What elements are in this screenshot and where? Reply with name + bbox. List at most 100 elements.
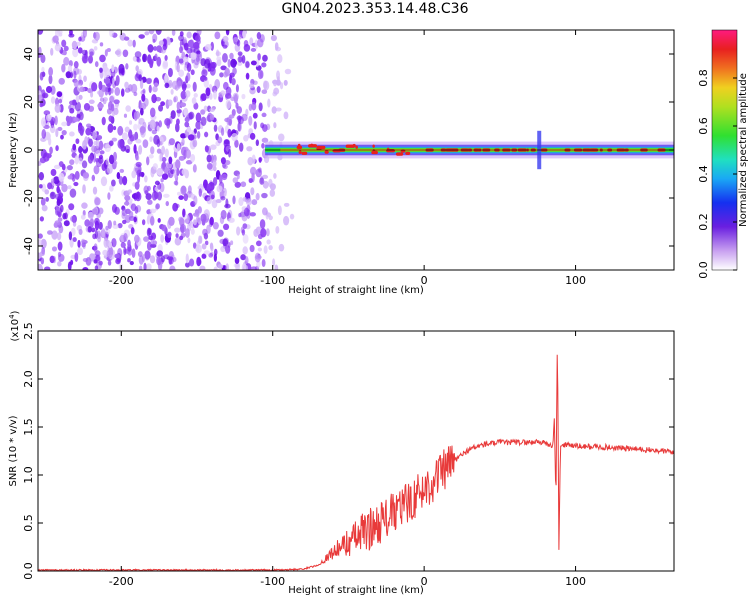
spectrogram-noise-cell — [150, 146, 155, 155]
spectrogram-noise-cell — [91, 227, 96, 233]
spectrogram-noise-cell — [220, 196, 226, 201]
spectrogram-noise-cell — [261, 143, 265, 149]
spectrogram-noise-cell — [57, 92, 62, 97]
spectrogram-y-tick-label: -20 — [22, 189, 35, 207]
spectrogram-noise-cell — [222, 223, 230, 231]
spectrogram-noise-cell — [135, 155, 140, 161]
spectrogram-noise-cell — [146, 241, 152, 251]
spectrogram-noise-cell — [130, 227, 135, 235]
spectrogram-noise-cell — [180, 102, 187, 108]
spectrogram-noise-cell — [166, 118, 171, 129]
spectrogram-noise-cell — [40, 197, 46, 206]
spectrogram-noise-cell — [114, 87, 121, 96]
spectrogram-noise-cell — [185, 262, 190, 268]
spectrogram-noise-cell — [243, 135, 249, 142]
spectrogram-noise-cell — [118, 175, 124, 185]
spectrogram-noise-cell — [142, 139, 149, 148]
spectrogram-noise-cell — [48, 137, 52, 146]
spectrogram-noise-cell — [103, 238, 109, 248]
spectrogram-noise-cell — [145, 263, 152, 270]
spectrogram-noise-cell — [279, 82, 284, 90]
spectrogram-noise-cell — [220, 245, 226, 253]
signal-peak-cell — [297, 143, 301, 148]
spectrogram-noise-cell — [202, 228, 208, 236]
spectrogram-noise-cell — [254, 252, 261, 263]
spectrogram-noise-cell — [98, 260, 103, 266]
spectrogram-y-ticks: 40 20 0 -20 -40 — [22, 47, 674, 255]
spectrogram-noise-cell — [69, 131, 75, 137]
spectrogram-noise-cell — [179, 46, 183, 54]
spectrogram-noise-cell — [204, 145, 209, 153]
spectrogram-noise-cell — [75, 138, 80, 145]
spectrogram-noise-cell — [61, 183, 68, 193]
spectrogram-noise-cell — [255, 139, 259, 147]
spectrogram-noise-cell — [61, 121, 68, 127]
spectrogram-noise-cell — [185, 253, 189, 264]
spectrogram-noise-cell — [217, 136, 223, 144]
spectrogram-noise-cell — [234, 181, 241, 188]
spectrogram-noise-cell — [39, 216, 44, 222]
spectrogram-noise-cell — [195, 112, 202, 123]
snr-x-tick-label: 0 — [421, 575, 428, 588]
spectrogram-noise-cell — [94, 31, 100, 41]
spectrogram-noise-cell — [75, 95, 80, 103]
spectrogram-noise-cell — [176, 191, 182, 196]
spectrogram-noise-cell — [124, 195, 131, 201]
spectrogram-noise-cell — [112, 223, 119, 230]
spectrogram-noise-cell — [219, 72, 224, 78]
colorbar-ticks: 0.0 0.2 0.4 0.6 0.8 — [697, 69, 737, 279]
spectrogram-noise-cell — [92, 186, 98, 195]
spectrogram-noise-cell — [65, 71, 72, 79]
spectrogram-noise-cell — [268, 245, 273, 251]
spectrogram-noise-cell — [94, 197, 101, 206]
spectrogram-noise-cell — [218, 92, 225, 98]
spectrogram-noise-cell — [80, 214, 86, 220]
spectrogram-noise-cell — [128, 120, 133, 125]
spectrogram-noise-cell — [54, 193, 62, 200]
spectrogram-noise-cell — [201, 253, 207, 259]
spectrogram-noise-cell — [70, 215, 76, 222]
spectrogram-noise-cell — [193, 102, 199, 110]
spectrogram-noise-cell — [224, 203, 231, 209]
spectrogram-noise-cell — [248, 103, 253, 112]
spectrogram-noise-cell — [52, 35, 59, 43]
spectrogram-noise-cell — [95, 150, 102, 157]
spectrogram-noise-cell — [73, 70, 77, 79]
spectrogram-noise-cell — [160, 234, 165, 243]
spectrogram-noise-cell — [212, 166, 217, 172]
spectrogram-noise-cell — [78, 94, 83, 100]
spectrogram-noise-cell — [199, 265, 206, 270]
spectrogram-noise-cell — [160, 101, 166, 107]
spectrogram-noise-cell — [108, 154, 115, 165]
spectrogram-noise-cell — [154, 180, 160, 186]
spectrogram-noise-cell — [67, 261, 72, 270]
spectrogram-noise-cell — [167, 99, 173, 107]
spectrogram-noise-cell — [134, 73, 141, 82]
spectrogram-noise-cell — [237, 121, 242, 132]
spectrogram-noise-cell — [44, 189, 50, 195]
spectrogram-noise-cell — [174, 227, 181, 233]
spectrogram-noise-cell — [96, 232, 102, 243]
spectrogram-noise-cell — [232, 195, 236, 205]
spectrogram-noise-cell — [61, 129, 67, 136]
spectrogram-noise-cell — [269, 183, 276, 191]
spectrogram-noise-cell — [51, 246, 58, 252]
spectrogram-noise-cell — [255, 240, 262, 247]
spectrogram-noise-cell — [124, 126, 130, 133]
spectrogram-noise-cell — [225, 99, 231, 110]
spectrogram-noise-cell — [213, 253, 218, 262]
spectrogram-noise-cell — [93, 165, 100, 175]
snr-y-tick-label: 1.0 — [22, 466, 35, 484]
spectrogram-noise-cell — [169, 265, 176, 270]
spectrogram-noise-cell — [148, 235, 154, 241]
spectrogram-noise-cell — [48, 114, 52, 120]
colorbar-frame — [711, 29, 738, 271]
spectrogram-noise-cell — [146, 215, 151, 225]
snr-y-tick-label: 2.5 — [22, 322, 35, 340]
spectrogram-noise-cell — [138, 171, 145, 177]
spectrogram-noise-cell — [149, 208, 157, 214]
spectrogram-noise-cell — [267, 98, 271, 108]
spectrogram-noise-cell — [106, 47, 111, 53]
spectrogram-noise-cell — [147, 199, 153, 205]
spectrogram-noise-cell — [165, 200, 169, 207]
